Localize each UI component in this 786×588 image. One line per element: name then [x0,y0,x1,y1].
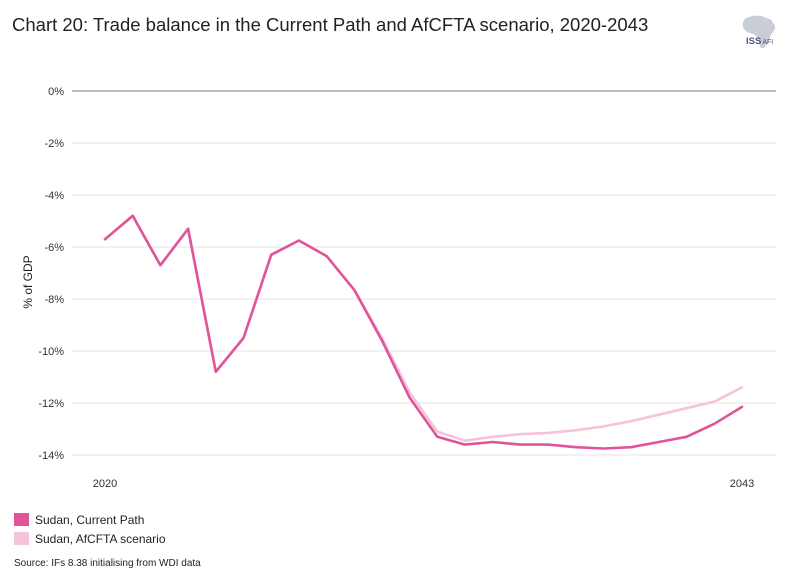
series-line-current-path [103,214,744,450]
africa-map-logo-icon [742,15,776,49]
gridlines [72,90,776,456]
x-tick-label: 2020 [93,478,117,490]
series-lines [103,214,744,450]
legend-swatch-afcfta [14,532,29,545]
y-tick-label: -10% [38,346,64,358]
chart-title: Chart 20: Trade balance in the Current P… [12,14,649,35]
series-line-afcfta [103,214,744,443]
legend-item-current-path: Sudan, Current Path [14,510,166,529]
logo-sub-text: AFI [762,39,774,46]
y-tick-label: -12% [38,398,64,410]
logo-text: ISSAFI [746,36,773,47]
y-tick-label: -4% [44,190,64,202]
y-tick-label: 0% [48,86,64,98]
legend-swatch-current-path [14,513,29,526]
y-tick-label: -8% [44,294,64,306]
x-tick-label: 2043 [730,478,754,490]
y-axis-label: % of GDP [21,255,35,308]
y-tick-label: -6% [44,242,64,254]
source-note: Source: IFs 8.38 initialising from WDI d… [14,558,201,569]
legend: Sudan, Current Path Sudan, AfCFTA scenar… [14,510,166,548]
x-axis-tick-labels: 2020 2043 [93,478,754,490]
y-tick-label: -2% [44,138,64,150]
y-axis-tick-labels: 0% -2% -4% -6% -8% -10% -12% -14% [38,86,64,462]
legend-label-afcfta: Sudan, AfCFTA scenario [35,531,166,546]
legend-item-afcfta: Sudan, AfCFTA scenario [14,529,166,548]
legend-label-current-path: Sudan, Current Path [35,512,145,527]
y-tick-label: -14% [38,450,64,462]
logo-main-text: ISS [746,36,762,47]
